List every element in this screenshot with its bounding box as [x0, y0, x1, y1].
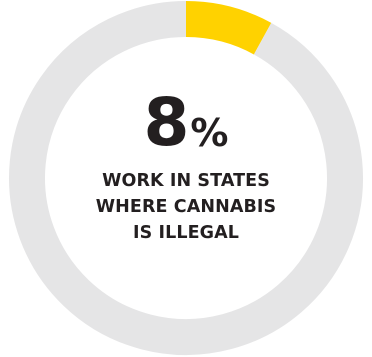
stat-caption: WORK IN STATES WHERE CANNABIS IS ILLEGAL [46, 168, 326, 246]
caption-line-2: WHERE CANNABIS [95, 197, 277, 217]
center-label: 8 % WORK IN STATES WHERE CANNABIS IS ILL… [46, 90, 326, 246]
donut-slices [9, 1, 363, 355]
caption-line-1: WORK IN STATES [102, 171, 270, 191]
slice-highlight [185, 1, 272, 55]
stat-number: 8 [143, 84, 189, 161]
caption-line-3: IS ILLEGAL [132, 223, 240, 243]
stat-value: 8 % [46, 90, 326, 162]
stat-unit: % [190, 111, 229, 155]
slice-remainder [9, 1, 363, 355]
